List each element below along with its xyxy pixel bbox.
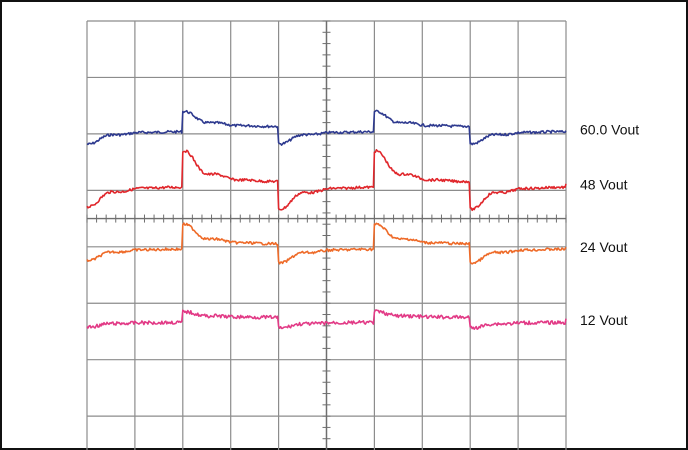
series-label-1: 60.0 Vout (580, 121, 639, 137)
scope-grid (86, 20, 567, 450)
series-label-4: 12 Vout (580, 312, 628, 328)
trace-series-4 (86, 309, 567, 331)
series-labels: 60.0 Vout 48 Vout 24 Vout 12 Vout (580, 121, 639, 328)
series-label-3: 24 Vout (580, 239, 628, 255)
trace-series-3 (86, 222, 567, 265)
scope-traces (86, 109, 567, 331)
trace-series-1 (86, 109, 567, 146)
series-label-2: 48 Vout (580, 177, 628, 193)
trace-series-2 (86, 149, 567, 212)
